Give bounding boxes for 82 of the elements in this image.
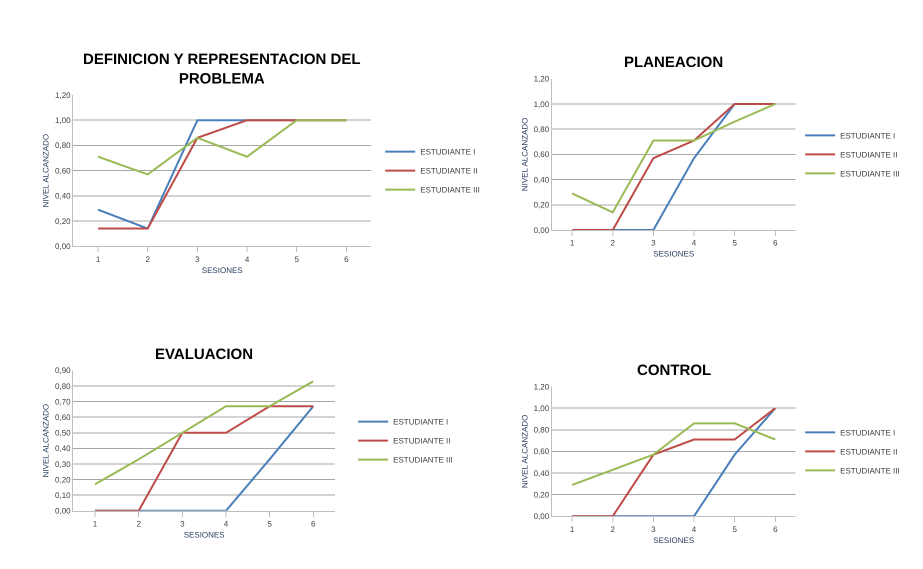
x-tick-label: 6 (311, 519, 316, 528)
x-tick-label: 1 (96, 254, 101, 264)
y-tick-label: 0,50 (55, 428, 72, 438)
x-tick-label: 2 (145, 254, 150, 264)
y-tick-label: 1,00 (534, 404, 550, 413)
legend-label: ESTUDIANTE III (840, 170, 900, 179)
y-tick-label: 0,30 (55, 460, 72, 469)
x-tick-label: 4 (692, 238, 697, 248)
legend-label: ESTUDIANTE II (840, 150, 898, 160)
chart-title: PLANEACION (624, 54, 724, 71)
line-series (94, 380, 314, 486)
line-series (571, 422, 776, 486)
y-tick-label: 0,20 (55, 216, 72, 226)
y-tick-label: 0,60 (55, 166, 72, 176)
line-series (97, 119, 348, 176)
legend-label: ESTUDIANTE I (393, 418, 448, 427)
x-tick-label: 1 (92, 519, 98, 528)
y-axis-title: NIVEL ALCANZADO (520, 118, 530, 192)
y-tick-label: 0,00 (534, 226, 550, 235)
x-tick-label: 2 (610, 524, 616, 534)
y-tick-label: 1,20 (534, 74, 550, 84)
x-axis-title: SESIONES (653, 250, 694, 259)
x-tick-label: 2 (136, 519, 142, 528)
y-tick-label: 0,70 (55, 397, 72, 406)
legend-label: ESTUDIANTE III (420, 186, 480, 195)
x-tick-label: 6 (773, 524, 778, 534)
x-tick-label: 5 (732, 238, 738, 248)
x-tick-label: 3 (195, 254, 200, 264)
y-axis-title: NIVEL ALCANZADO (42, 404, 51, 478)
legend-label: ESTUDIANTE III (393, 456, 453, 465)
y-tick-label: 0,20 (534, 200, 550, 210)
y-tick-label: 0,00 (534, 512, 550, 521)
x-tick-label: 2 (610, 238, 616, 248)
y-tick-label: 0,40 (55, 444, 72, 454)
y-tick-label: 0,80 (55, 382, 72, 391)
x-tick-label: 5 (267, 519, 272, 528)
y-tick-label: 0,10 (55, 491, 72, 500)
x-tick-label: 6 (773, 238, 778, 248)
x-tick-label: 5 (294, 254, 300, 264)
x-axis-title: SESIONES (653, 536, 694, 545)
y-tick-label: 0,40 (534, 468, 550, 478)
legend-label: ESTUDIANTE III (840, 466, 900, 476)
y-tick-label: 1,20 (55, 90, 72, 100)
y-tick-label: 0,00 (55, 506, 72, 516)
y-tick-label: 0,20 (534, 490, 550, 500)
y-tick-label: 0,80 (55, 141, 72, 150)
y-tick-label: 1,20 (534, 382, 550, 392)
y-tick-label: 0,60 (55, 413, 72, 422)
x-tick-label: 1 (570, 238, 575, 248)
x-tick-label: 5 (732, 524, 738, 534)
x-tick-label: 3 (651, 238, 656, 248)
y-tick-label: 0,40 (534, 175, 550, 184)
x-tick-label: 4 (692, 524, 697, 534)
y-tick-label: 0,20 (55, 475, 72, 484)
y-tick-label: 0,00 (55, 242, 72, 251)
x-axis-title: SESIONES (202, 266, 243, 275)
x-tick-label: 4 (244, 254, 250, 264)
legend-label: ESTUDIANTE I (840, 428, 896, 438)
x-tick-label: 3 (651, 524, 656, 534)
x-axis-title: SESIONES (184, 530, 225, 540)
x-tick-label: 3 (180, 519, 186, 528)
legend-label: ESTUDIANTE I (840, 132, 896, 141)
x-tick-label: 4 (224, 519, 229, 528)
legend-label: ESTUDIANTE II (840, 448, 898, 457)
y-tick-label: 0,80 (534, 426, 550, 435)
y-tick-label: 0,60 (534, 447, 550, 456)
y-tick-label: 0,40 (55, 192, 72, 201)
y-tick-label: 0,60 (534, 150, 550, 160)
y-tick-label: 1,00 (534, 100, 550, 109)
x-tick-label: 1 (570, 524, 575, 534)
x-tick-label: 6 (344, 254, 350, 264)
y-tick-label: 1,00 (55, 116, 72, 125)
chart-title: CONTROL (637, 362, 712, 379)
y-axis-title: NIVEL ALCANZADO (520, 414, 530, 488)
legend-label: ESTUDIANTE II (420, 166, 478, 176)
chart-title: DEFINICION Y REPRESENTACION DEL PROBLEMA (83, 51, 361, 88)
y-tick-label: 0,80 (534, 125, 550, 134)
legend-label: ESTUDIANTE I (420, 148, 476, 157)
legend-label: ESTUDIANTE II (393, 436, 450, 446)
y-axis-title: NIVEL ALCANZADO (42, 134, 51, 208)
y-tick-label: 0,90 (55, 366, 72, 376)
chart-title: EVALUACION (155, 346, 254, 363)
